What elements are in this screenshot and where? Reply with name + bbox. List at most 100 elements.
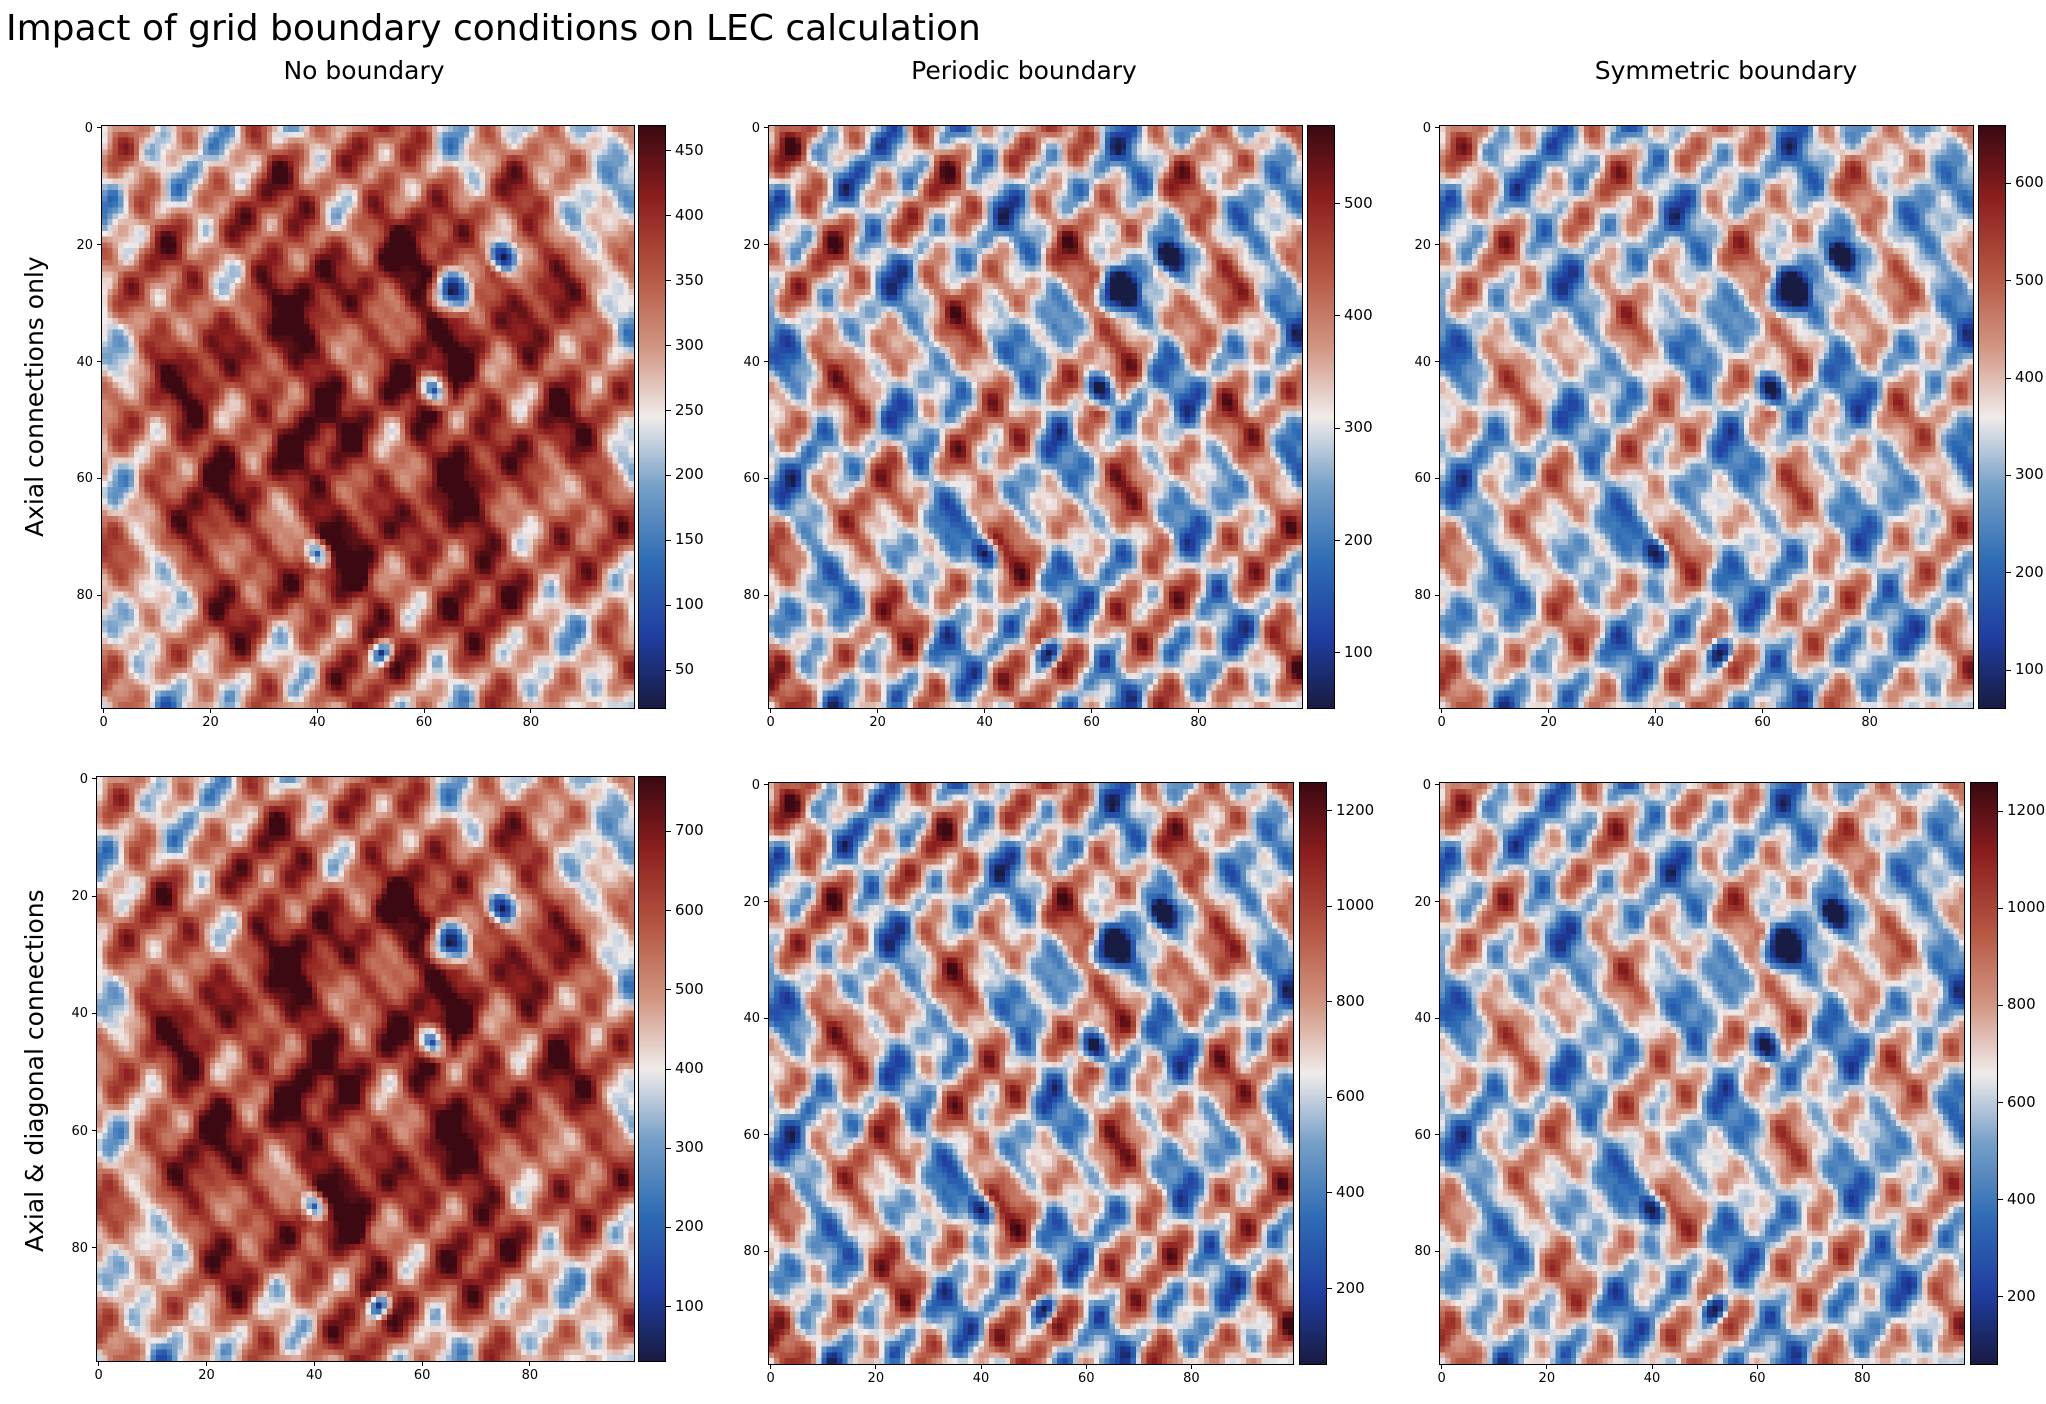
x-tick-mark (421, 1362, 423, 1366)
colorbar-tick-mark (666, 989, 671, 991)
colorbar-tick-label: 400 (2007, 1189, 2036, 1208)
heatmap-image (96, 776, 635, 1362)
column-title-no-boundary: No boundary (283, 56, 445, 85)
colorbar-tick-mark (1327, 1192, 1332, 1194)
colorbar-tick-mark (1998, 1199, 2003, 1201)
y-tick-label: 20 (743, 894, 760, 910)
heatmap-panel-axial-no-boundary: 0 20 40 60 80 0 20 40 60 80 50 100 150 200 250 300 350 40… (76, 122, 736, 739)
y-tick-mark (764, 361, 768, 363)
x-tick-label: 60 (415, 715, 433, 730)
y-tick-label: 80 (743, 588, 760, 604)
y-tick-label: 80 (71, 1240, 88, 1256)
y-tick-label: 0 (79, 771, 88, 787)
x-tick-mark (1756, 1365, 1758, 1369)
y-tick-label: 60 (1414, 1127, 1431, 1143)
y-tick-mark (97, 477, 101, 479)
colorbar-tick-label: 400 (675, 1059, 704, 1077)
colorbar-tick-mark (666, 1226, 671, 1228)
y-tick-mark (92, 895, 96, 897)
row-label-axial-diagonal: Axial & diagonal connections (20, 889, 49, 1252)
x-tick-label: 40 (308, 715, 326, 730)
x-tick-label: 0 (766, 715, 775, 730)
x-tick-label: 20 (1540, 715, 1557, 730)
colorbar-tick-mark (1335, 652, 1340, 654)
colorbar-tick-label: 200 (675, 1217, 704, 1236)
y-tick-label: 80 (1414, 588, 1431, 604)
y-tick-label: 40 (76, 354, 93, 370)
y-tick-label: 40 (743, 354, 760, 370)
y-tick-label: 0 (1422, 120, 1431, 136)
colorbar-tick-mark (666, 215, 671, 217)
colorbar-tick-label: 200 (1336, 1278, 1365, 1297)
colorbar-tick-mark (2006, 377, 2011, 379)
x-tick-mark (1655, 709, 1657, 713)
colorbar-tick-mark (2006, 474, 2011, 476)
colorbar-tick-label: 350 (675, 270, 704, 289)
colorbar-tick-label: 400 (675, 205, 704, 224)
x-tick-label: 0 (1437, 715, 1446, 730)
colorbar-tick-mark (1998, 1102, 2003, 1104)
colorbar-tick-label: 200 (2015, 562, 2044, 581)
colorbar-tick-label: 400 (2015, 368, 2044, 387)
figure-title: Impact of grid boundary conditions on LE… (6, 8, 981, 49)
colorbar-tick-mark (1335, 315, 1340, 317)
y-tick-mark (1435, 361, 1439, 363)
heatmap-image (101, 125, 635, 709)
y-tick-label: 20 (1414, 237, 1431, 253)
x-tick-mark (423, 709, 425, 713)
x-tick-mark (530, 709, 532, 713)
colorbar-tick-mark (2006, 182, 2011, 184)
y-tick-mark (97, 244, 101, 246)
y-tick-mark (764, 477, 768, 479)
heatmap-image (1439, 782, 1965, 1365)
x-tick-label: 0 (766, 1371, 775, 1386)
x-tick-label: 60 (1077, 1371, 1095, 1386)
x-tick-label: 20 (1538, 1371, 1556, 1386)
colorbar (638, 776, 666, 1362)
y-tick-mark (1435, 784, 1439, 786)
y-tick-mark (1435, 1134, 1439, 1136)
y-tick-mark (764, 901, 768, 902)
colorbar-tick-mark (1335, 203, 1340, 205)
colorbar-tick-label: 300 (1344, 418, 1373, 437)
colorbar-tick-mark (1998, 1296, 2003, 1298)
x-tick-mark (770, 1365, 772, 1369)
x-tick-label: 80 (522, 715, 540, 730)
colorbar-tick-label: 600 (2015, 173, 2044, 192)
y-tick-mark (1435, 477, 1439, 479)
x-tick-label: 80 (1190, 715, 1207, 730)
colorbar-tick-label: 400 (1336, 1182, 1365, 1201)
y-tick-label: 60 (743, 471, 760, 487)
x-tick-mark (529, 1362, 531, 1366)
x-tick-mark (877, 709, 879, 713)
x-tick-mark (1441, 1365, 1443, 1369)
y-tick-mark (764, 594, 768, 596)
colorbar-tick-label: 1000 (1336, 896, 1375, 915)
colorbar-tick-mark (1335, 540, 1340, 542)
colorbar (1970, 782, 1998, 1365)
colorbar-tick-label: 250 (675, 400, 704, 419)
x-tick-mark (1198, 709, 1200, 713)
x-tick-mark (1651, 1365, 1653, 1369)
x-tick-label: 60 (1754, 715, 1771, 730)
column-title-symmetric-boundary: Symmetric boundary (1594, 56, 1858, 85)
y-tick-label: 60 (743, 1127, 760, 1143)
x-tick-mark (103, 709, 105, 713)
colorbar-tick-mark (666, 345, 671, 347)
colorbar-tick-label: 150 (675, 530, 704, 549)
y-tick-mark (764, 784, 768, 786)
x-tick-label: 80 (1183, 1371, 1200, 1386)
heatmap-image (768, 125, 1303, 709)
y-tick-mark (97, 361, 101, 363)
x-tick-label: 80 (1861, 715, 1878, 730)
colorbar-tick-mark (1327, 1288, 1332, 1290)
colorbar-tick-label: 450 (675, 140, 704, 159)
colorbar-tick-mark (1327, 905, 1332, 907)
x-tick-mark (1091, 709, 1093, 713)
y-tick-mark (1435, 1017, 1439, 1019)
colorbar (1307, 125, 1335, 709)
x-tick-mark (205, 1362, 207, 1366)
heatmap-image (1439, 125, 1974, 709)
y-tick-mark (764, 1134, 768, 1136)
y-tick-label: 40 (743, 1011, 760, 1027)
